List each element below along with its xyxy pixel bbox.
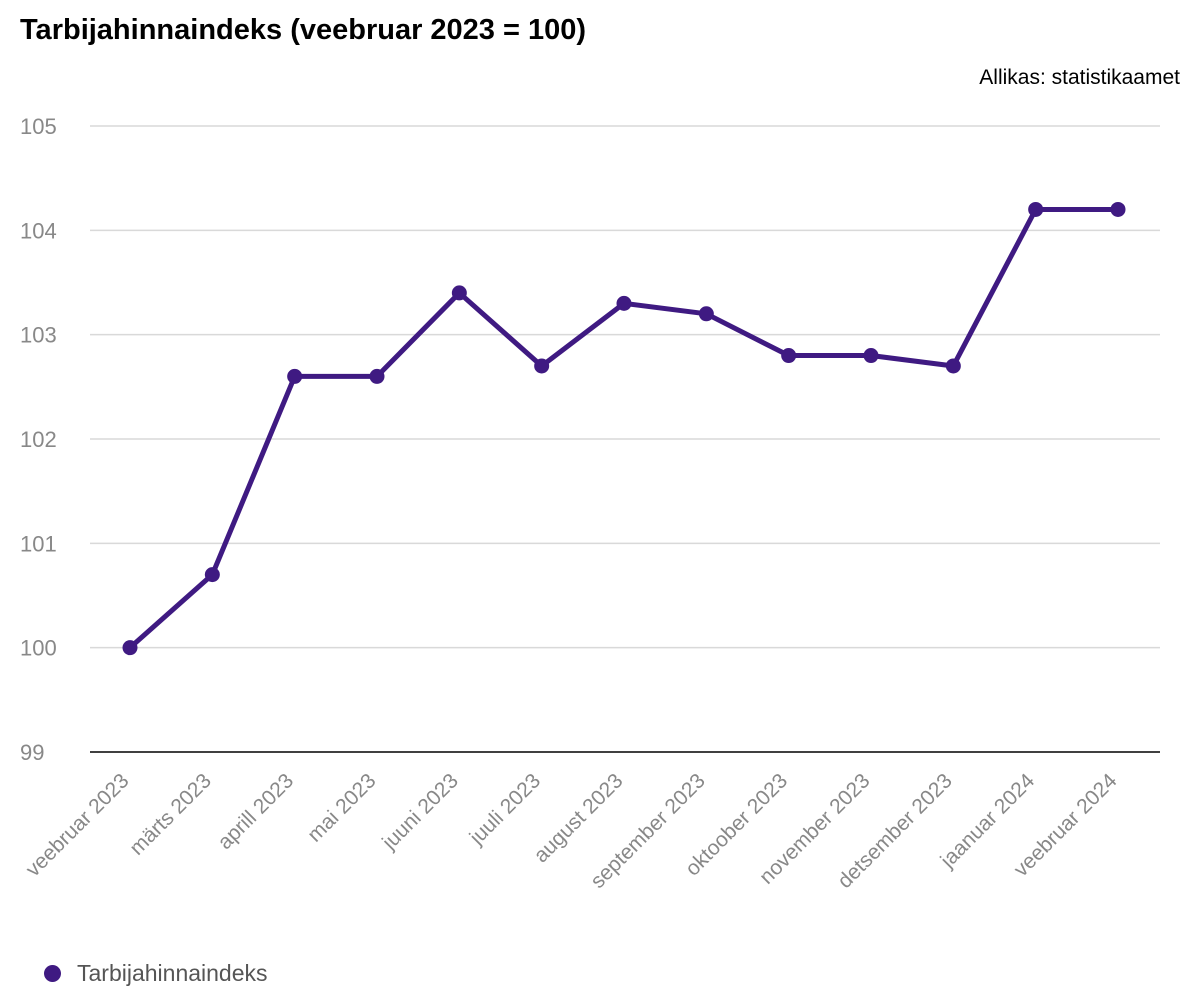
chart-title: Tarbijahinnaindeks (veebruar 2023 = 100) (20, 14, 587, 46)
data-point (122, 640, 138, 656)
legend-swatch (44, 965, 61, 982)
y-tick-label: 104 (20, 218, 57, 243)
y-axis-ticks: 99 100 101 102 103 104 105 (20, 114, 57, 765)
x-tick-label: juuli 2023 (465, 769, 546, 850)
series-line (127, 206, 1121, 651)
series-lines (127, 206, 1121, 651)
y-tick-label: 103 (20, 323, 57, 348)
y-tick-label: 102 (20, 427, 57, 452)
y-tick-label: 100 (20, 636, 57, 661)
data-point (616, 295, 632, 311)
data-point (863, 348, 879, 364)
chart-source: Allikas: statistikaamet (979, 66, 1180, 89)
data-point (451, 285, 467, 301)
y-tick-label: 105 (20, 114, 57, 139)
data-point (698, 306, 714, 322)
data-point (204, 567, 220, 583)
data-point (1110, 201, 1126, 217)
data-point (287, 368, 303, 384)
data-point (534, 358, 550, 374)
gridlines (90, 125, 1160, 649)
data-point (1028, 201, 1044, 217)
x-tick-label: mai 2023 (303, 769, 380, 846)
x-tick-label: aprill 2023 (213, 769, 298, 854)
x-tick-label: juuni 2023 (377, 769, 463, 855)
data-point (945, 358, 961, 374)
data-point (369, 368, 385, 384)
legend: Tarbijahinnaindeks (44, 960, 268, 987)
legend-label: Tarbijahinnaindeks (77, 960, 268, 986)
y-tick-label: 99 (20, 740, 44, 765)
series-points (122, 201, 1126, 656)
y-tick-label: 101 (20, 531, 57, 556)
x-tick-label: märts 2023 (125, 769, 216, 860)
x-tick-label: veebruar 2023 (22, 769, 134, 881)
data-point (781, 348, 797, 364)
